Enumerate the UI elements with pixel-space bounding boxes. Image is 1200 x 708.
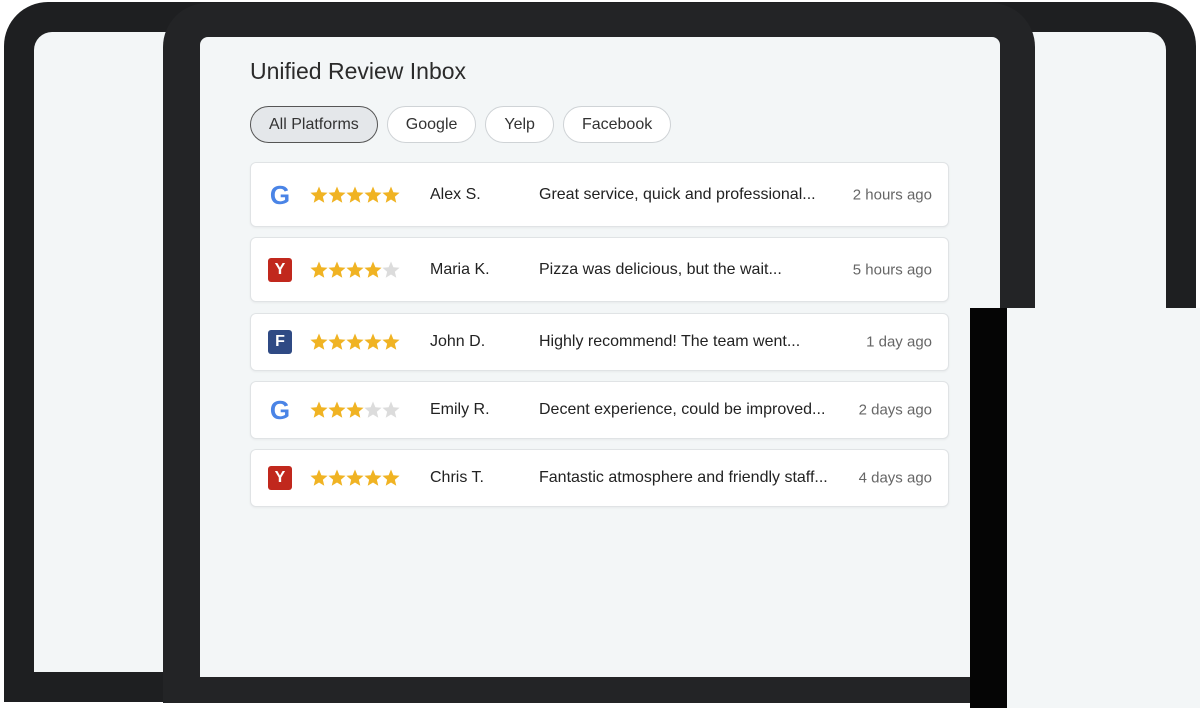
platform-icon: Y: [268, 257, 292, 282]
star: [382, 333, 400, 350]
star: [364, 261, 382, 278]
star: [382, 261, 400, 278]
tab-bar: All Platforms Google Yelp Facebook: [250, 106, 672, 143]
star: [310, 333, 328, 350]
reviewer-name: Alex S.: [430, 185, 481, 203]
star-rating: [310, 469, 400, 486]
star: [346, 469, 364, 486]
review-time: 4 days ago: [858, 469, 932, 487]
review-card[interactable]: G Emily R. Decent experience, could be imp…: [250, 381, 949, 439]
review-card[interactable]: Y Chris T. Fantastic atmosphere and friend…: [250, 449, 949, 507]
star: [382, 186, 400, 203]
star-rating: [310, 333, 400, 350]
star-rating: [310, 186, 400, 203]
star: [328, 401, 346, 418]
platform-icon: Y: [268, 466, 292, 490]
platform-icon: F: [268, 330, 292, 354]
reviewer-name: Emily R.: [430, 401, 490, 418]
page-title: Unified Review Inbox: [250, 58, 467, 84]
filter-tab[interactable]: Google: [386, 106, 477, 143]
review-text: Great service, quick and professional...: [539, 185, 816, 203]
review-text: Pizza was delicious, but the wait...: [539, 260, 782, 278]
platform-icon: G: [269, 395, 291, 425]
review-text: Fantastic atmosphere and friendly staff.…: [539, 469, 828, 486]
device-screen: [1007, 308, 1200, 708]
review-card[interactable]: G Alex S. Great service, quick and profess…: [250, 162, 949, 227]
star: [310, 261, 328, 278]
page: Unified Review Inbox All Platforms Google…: [4, 2, 1200, 708]
star: [310, 186, 328, 203]
review-card[interactable]: F John D. Highly recommend! The team went.…: [250, 313, 949, 371]
filter-tab[interactable]: Yelp: [485, 106, 554, 143]
reviewer-name: John D.: [430, 333, 486, 350]
review-time: 2 hours ago: [852, 186, 932, 203]
star: [346, 261, 364, 278]
star: [346, 333, 364, 350]
filter-tab[interactable]: All Platforms: [250, 106, 378, 143]
star-rating: [310, 261, 400, 278]
star: [364, 469, 382, 486]
review-text: Decent experience, could be improved...: [539, 401, 826, 418]
star: [328, 469, 346, 486]
star: [310, 469, 328, 486]
star: [328, 261, 346, 278]
star: [328, 333, 346, 350]
star: [382, 469, 400, 486]
reviewer-name: Maria K.: [430, 260, 490, 278]
star: [310, 401, 328, 418]
review-time: 1 day ago: [866, 333, 932, 351]
star: [364, 186, 382, 203]
star: [382, 401, 400, 418]
review-time: 5 hours ago: [852, 261, 932, 278]
star: [364, 333, 382, 350]
review-card[interactable]: Y Maria K. Pizza was delicious, but the wa…: [250, 237, 949, 302]
device-edge: [970, 308, 1007, 708]
review-time: 2 days ago: [858, 401, 932, 419]
star: [328, 186, 346, 203]
filter-tab[interactable]: Facebook: [562, 106, 672, 143]
platform-icon: G: [269, 179, 291, 210]
review-text: Highly recommend! The team went...: [539, 333, 801, 350]
star: [364, 401, 382, 418]
star: [346, 186, 364, 203]
star: [346, 401, 364, 418]
reviewer-name: Chris T.: [430, 469, 484, 486]
star-rating: [310, 401, 400, 418]
